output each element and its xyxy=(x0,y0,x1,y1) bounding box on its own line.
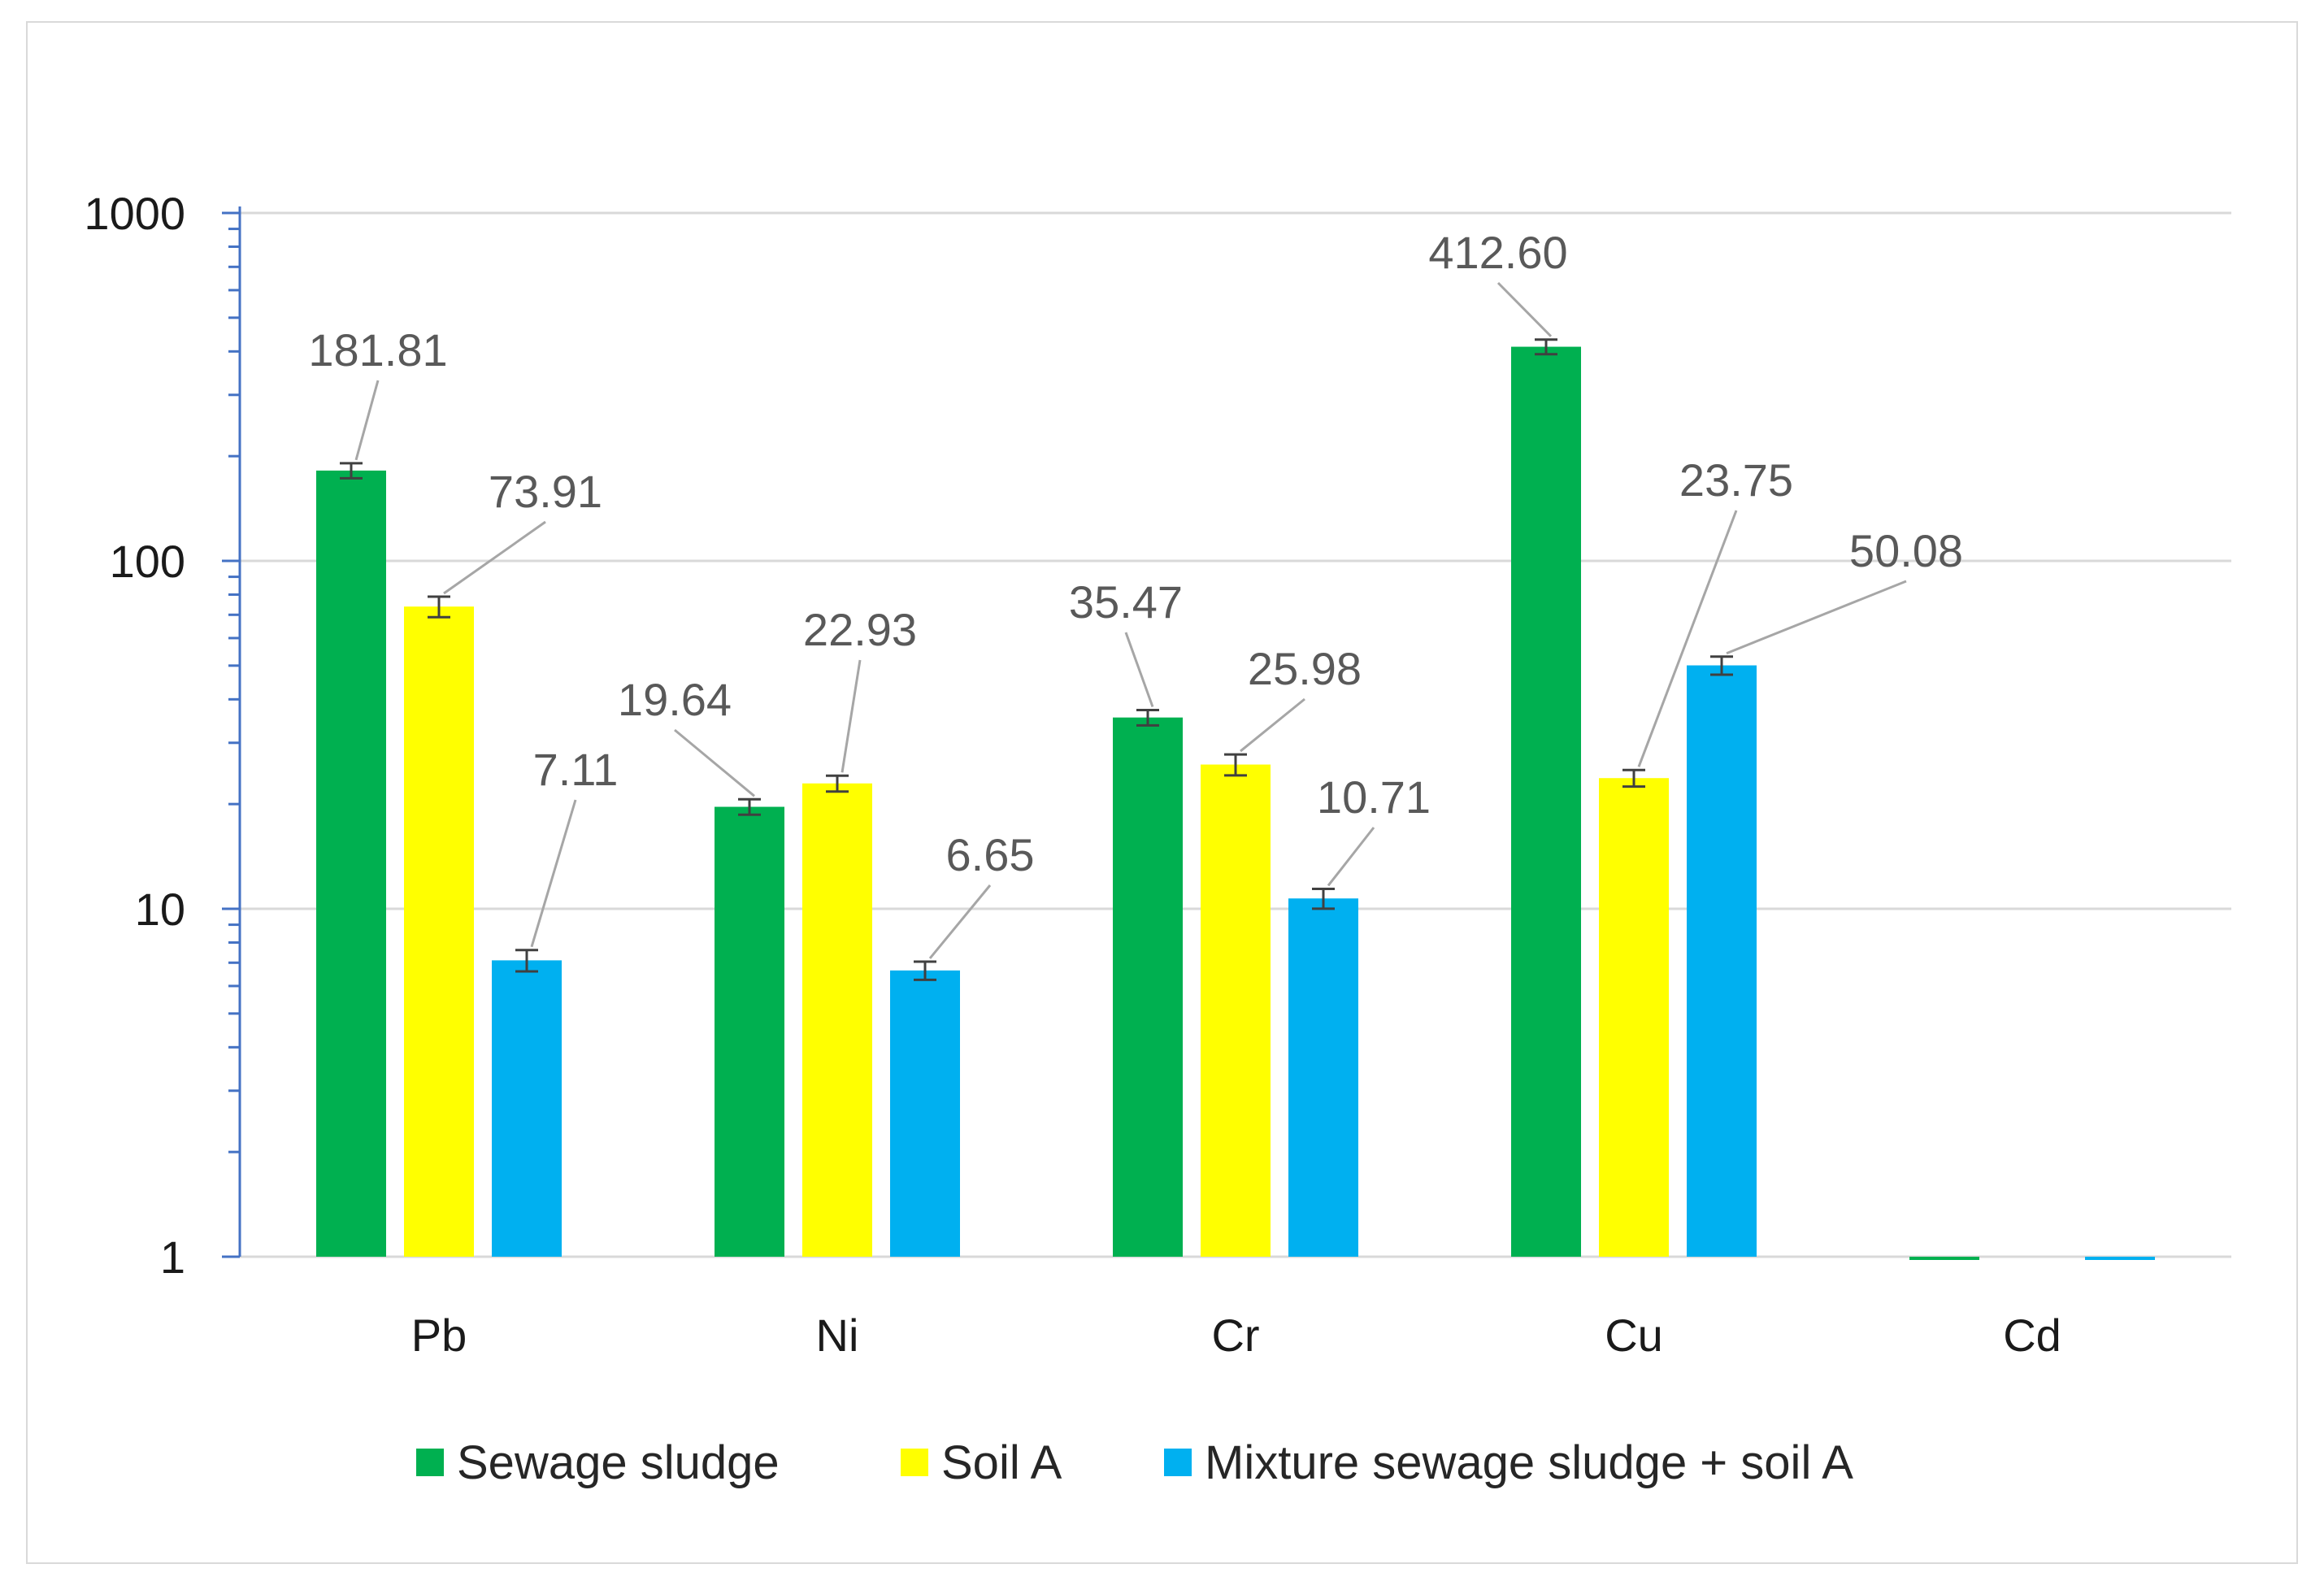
y-tick-label: 100 xyxy=(110,536,185,587)
leader-line xyxy=(1240,697,1305,753)
leader-line xyxy=(841,659,862,773)
data-label: 19.64 xyxy=(618,674,732,725)
bar-cu-1 xyxy=(1511,346,1581,1258)
data-label: 35.47 xyxy=(1069,576,1183,628)
leader-line xyxy=(354,380,380,461)
data-label: 50.08 xyxy=(1849,525,1963,576)
bar-ni-2 xyxy=(802,783,872,1257)
x-tick-label-cu: Cu xyxy=(1605,1310,1663,1361)
legend-item-1: Sewage sludge xyxy=(416,1436,780,1489)
data-label: 7.11 xyxy=(533,744,619,795)
bar-cr-1 xyxy=(1113,717,1183,1257)
legend-label: Soil A xyxy=(941,1436,1062,1489)
legend-swatch xyxy=(901,1449,928,1476)
x-tick-label-pb: Pb xyxy=(411,1310,467,1361)
legend-label: Sewage sludge xyxy=(457,1436,780,1489)
bar-pb-3 xyxy=(492,960,562,1257)
bar-cr-2 xyxy=(1201,764,1271,1257)
data-labels: 181.81 73.91 7.11 19.64 22.93 6.65 35.47 25.98 1… xyxy=(308,227,1963,959)
y-axis: 1 10 100 1000 xyxy=(84,188,241,1283)
leader-line xyxy=(1637,510,1738,767)
bar-cu-2 xyxy=(1599,778,1669,1257)
leader-line xyxy=(1327,827,1375,887)
data-label: 22.93 xyxy=(803,604,917,655)
leader-line xyxy=(530,799,577,948)
leader-line xyxy=(1496,281,1553,337)
leader-line xyxy=(1124,632,1154,707)
bar-pb-1 xyxy=(316,470,386,1257)
leader-line xyxy=(443,520,546,595)
bar-cd-1 xyxy=(1909,1257,1979,1260)
legend-swatch xyxy=(416,1449,444,1476)
bar-cr-3 xyxy=(1288,898,1358,1257)
bar-cd-3 xyxy=(2085,1257,2155,1260)
data-label: 412.60 xyxy=(1428,227,1567,278)
legend-swatch xyxy=(1164,1449,1192,1476)
legend-label: Mixture sewage sludge + soil A xyxy=(1205,1436,1853,1489)
leader-line xyxy=(1726,580,1907,655)
x-tick-label-cd: Cd xyxy=(2003,1310,2061,1361)
leader-line xyxy=(674,728,755,797)
y-tick-label: 10 xyxy=(135,884,185,935)
data-label: 6.65 xyxy=(946,829,1035,880)
data-label: 25.98 xyxy=(1248,643,1362,694)
leader-line xyxy=(928,884,992,959)
y-tick-label: 1 xyxy=(160,1232,185,1283)
x-tick-label-ni: Ni xyxy=(816,1310,859,1361)
legend: Sewage sludge Soil A Mixture sewage sludge… xyxy=(416,1436,1853,1489)
legend-item-3: Mixture sewage sludge + soil A xyxy=(1164,1436,1853,1489)
legend-item-2: Soil A xyxy=(901,1436,1062,1489)
data-label: 10.71 xyxy=(1317,771,1431,823)
x-axis-labels: Pb Ni Cr Cu Cd xyxy=(411,1310,2061,1361)
data-label: 181.81 xyxy=(308,324,447,376)
bars xyxy=(316,338,2155,1260)
bar-cu-3 xyxy=(1687,665,1757,1257)
bar-ni-3 xyxy=(890,970,960,1257)
x-tick-label-cr: Cr xyxy=(1211,1310,1259,1361)
data-label: 23.75 xyxy=(1679,454,1793,506)
data-label: 73.91 xyxy=(489,466,602,517)
bar-pb-2 xyxy=(404,606,474,1257)
y-tick-label: 1000 xyxy=(84,188,185,239)
bar-ni-1 xyxy=(715,806,784,1257)
